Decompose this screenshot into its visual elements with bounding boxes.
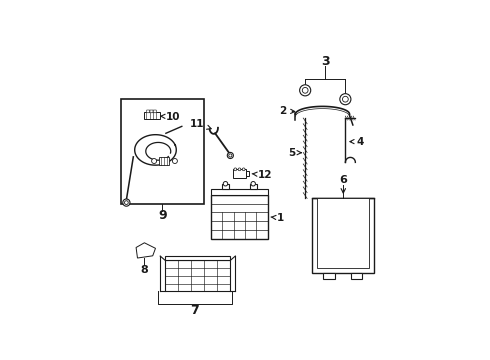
- Circle shape: [151, 158, 157, 163]
- Circle shape: [234, 168, 237, 171]
- Text: 2: 2: [279, 106, 295, 116]
- Circle shape: [300, 85, 311, 96]
- Bar: [233, 169, 245, 177]
- Text: 1: 1: [271, 213, 284, 223]
- Bar: [165, 256, 230, 260]
- Text: 6: 6: [340, 175, 347, 193]
- Bar: [323, 273, 335, 279]
- Text: 7: 7: [191, 304, 199, 317]
- Circle shape: [302, 87, 308, 93]
- Text: 10: 10: [161, 112, 181, 122]
- Polygon shape: [136, 243, 155, 258]
- Circle shape: [172, 158, 177, 163]
- Circle shape: [223, 181, 228, 186]
- Bar: [165, 260, 230, 291]
- Circle shape: [238, 168, 241, 171]
- Text: 3: 3: [321, 55, 330, 68]
- Circle shape: [242, 168, 245, 171]
- Bar: [159, 157, 169, 165]
- Circle shape: [124, 201, 128, 204]
- Bar: [211, 189, 268, 195]
- Bar: [145, 112, 160, 120]
- Bar: [250, 184, 257, 189]
- Circle shape: [229, 154, 232, 157]
- Text: 9: 9: [158, 209, 167, 222]
- Circle shape: [227, 152, 233, 158]
- FancyBboxPatch shape: [147, 110, 149, 113]
- Bar: [245, 171, 249, 176]
- Text: 5: 5: [288, 148, 301, 158]
- FancyBboxPatch shape: [150, 110, 153, 113]
- Bar: [317, 198, 369, 268]
- Bar: [121, 99, 204, 204]
- Circle shape: [123, 199, 130, 206]
- Circle shape: [251, 181, 255, 186]
- Text: 8: 8: [141, 265, 148, 275]
- Text: 11: 11: [190, 118, 211, 129]
- Bar: [211, 195, 268, 239]
- Bar: [222, 184, 229, 189]
- Bar: [351, 273, 362, 279]
- FancyBboxPatch shape: [153, 110, 156, 113]
- Text: 4: 4: [350, 136, 364, 147]
- Text: 12: 12: [252, 170, 272, 180]
- Circle shape: [343, 96, 348, 102]
- Bar: [312, 198, 374, 273]
- Circle shape: [340, 94, 351, 105]
